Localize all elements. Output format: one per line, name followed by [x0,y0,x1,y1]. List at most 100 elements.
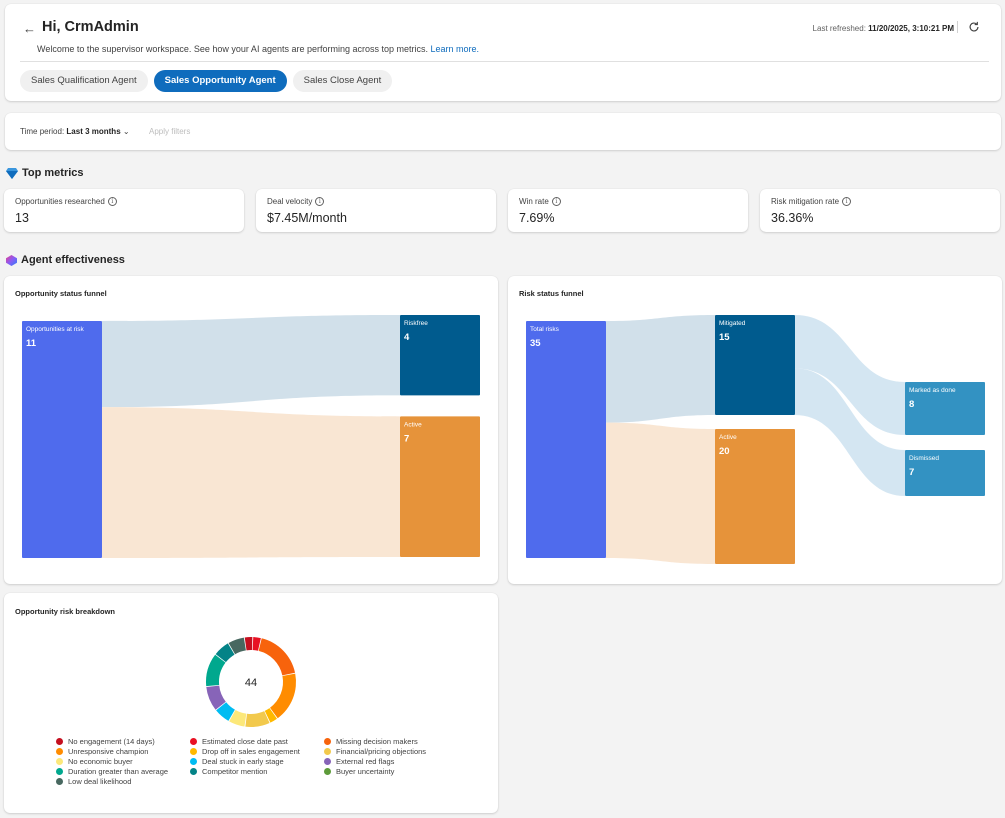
metric-card-win-rate: Win rate i 7.69% [508,189,748,232]
legend-label: Financial/pricing objections [336,746,427,756]
donut-slice[interactable] [229,709,247,727]
donut-slice[interactable] [244,637,253,651]
legend-item[interactable]: Unresponsive champion [56,746,190,756]
metric-value: 36.36% [771,211,814,225]
legend-item[interactable]: Duration greater than average [56,766,190,776]
donut-slice[interactable] [228,637,246,655]
legend-item[interactable]: Missing decision makers [324,736,464,746]
sankey-node-value: 20 [719,446,730,457]
time-period-dropdown[interactable]: Time period: Last 3 months ⌄ [20,127,130,136]
chart-title: Opportunity status funnel [15,289,107,298]
top-metrics-title: Top metrics [6,167,84,179]
info-icon[interactable]: i [107,197,117,206]
sankey-link-dismissed [795,368,905,496]
legend-dot [56,757,63,765]
sankey-node-value: 8 [909,399,914,410]
filter-bar: Time period: Last 3 months ⌄ Apply filte… [5,113,1001,150]
time-period-value: Last 3 months [66,127,121,136]
legend-label: Unresponsive champion [68,746,149,756]
info-icon[interactable]: i [315,197,325,206]
legend-item[interactable]: No economic buyer [56,756,190,766]
legend-dot [324,747,331,755]
legend-dot [190,757,197,765]
last-refreshed-value: 11/20/2025, 3:10:21 PM [868,24,954,33]
sankey-node-label: Marked as done [909,387,956,394]
donut-slice[interactable] [245,711,270,727]
legend-dot [56,737,63,745]
agent-effectiveness-title: Agent effectiveness [6,254,125,266]
legend-dot [56,767,63,775]
sankey-node-dismissed[interactable] [905,450,985,496]
metric-label-text: Opportunities researched [15,197,105,206]
sankey-node-value: 7 [909,467,914,478]
sankey-link-mitigated [606,315,715,423]
legend-dot [324,757,331,765]
legend-label: Estimated close date past [202,736,288,746]
info-icon[interactable]: i [842,197,852,206]
tab-sales-opportunity-agent[interactable]: Sales Opportunity Agent [153,70,287,92]
chart-title: Risk status funnel [519,289,584,298]
sankey-link-riskfree [102,315,400,408]
page-title: Hi, CrmAdmin [42,19,139,35]
metric-card-deal-velocity: Deal velocity i $7.45M/month [256,189,496,232]
last-refreshed-label: Last refreshed: [812,24,866,33]
back-arrow-icon[interactable]: ← [23,21,36,36]
legend-label: Low deal likelihood [68,776,132,786]
chevron-down-icon: ⌄ [122,127,130,136]
time-period-label: Time period: [20,127,65,136]
refresh-icon[interactable] [967,20,981,34]
sankey-node-value: 4 [404,332,410,343]
donut-slice[interactable] [206,685,226,710]
sankey-link-active [606,422,715,564]
learn-more-link[interactable]: Learn more. [430,44,480,54]
donut-slice[interactable] [215,643,235,663]
sankey-node-label: Riskfree [404,320,428,327]
legend-dot [190,767,197,775]
metric-card-risk-mitigation-rate: Risk mitigation rate i 36.36% [760,189,1000,232]
donut-slice[interactable] [270,673,296,719]
legend-item[interactable]: Low deal likelihood [56,776,190,786]
legend-item[interactable]: Competitor mention [190,766,324,776]
legend-item[interactable]: Buyer uncertainty [324,766,464,776]
risk-breakdown-legend: No engagement (14 days) Estimated close d… [56,736,464,786]
legend-item[interactable]: Estimated close date past [190,736,324,746]
metric-value: $7.45M/month [267,211,347,225]
donut-slice[interactable] [206,654,226,687]
sankey-node-active[interactable] [715,429,795,564]
legend-label: External red flags [336,756,395,766]
info-icon[interactable]: i [551,197,561,206]
tab-sales-close-agent[interactable]: Sales Close Agent [292,70,393,92]
sankey-node-value: 35 [530,338,541,349]
tab-sales-qualification-agent[interactable]: Sales Qualification Agent [20,70,148,92]
legend-label: Buyer uncertainty [336,766,395,776]
sankey-node-value: 7 [404,433,409,444]
sankey-node-total[interactable] [526,321,606,558]
legend-item[interactable]: Financial/pricing objections [324,746,464,756]
sankey-node-value: 11 [26,338,37,349]
metric-label-text: Win rate [519,197,549,206]
sankey-node-active[interactable] [400,416,480,557]
sankey-node-mitigated[interactable] [715,315,795,415]
risk-status-sankey: Total risks 35 Mitigated 15 Active 20 Marked a… [526,315,985,564]
risk-status-funnel-card: Risk status funnel Total risks 35 Mitigate… [508,276,1002,584]
legend-item[interactable]: Drop off in sales engagement [190,746,324,756]
sankey-node-done[interactable] [905,382,985,435]
legend-item[interactable]: Deal stuck in early stage [190,756,324,766]
metric-label-text: Deal velocity [267,197,313,206]
legend-dot [56,747,63,755]
legend-item[interactable]: External red flags [324,756,464,766]
metric-label: Opportunities researched i [15,197,117,206]
donut-slice[interactable] [258,638,296,676]
diamond-icon [6,167,18,179]
apply-filters-button[interactable]: Apply filters [149,127,191,136]
sankey-node-riskfree[interactable] [400,315,480,396]
sankey-node-at_risk[interactable] [22,321,102,558]
sankey-node-label: Active [719,434,737,441]
legend-label: Drop off in sales engagement [202,746,300,756]
donut-slice[interactable] [252,637,261,651]
donut-slice[interactable] [264,708,277,723]
sankey-node-value: 15 [719,332,730,343]
legend-label: Deal stuck in early stage [202,756,284,766]
donut-slice[interactable] [216,702,235,721]
legend-item[interactable]: No engagement (14 days) [56,736,190,746]
